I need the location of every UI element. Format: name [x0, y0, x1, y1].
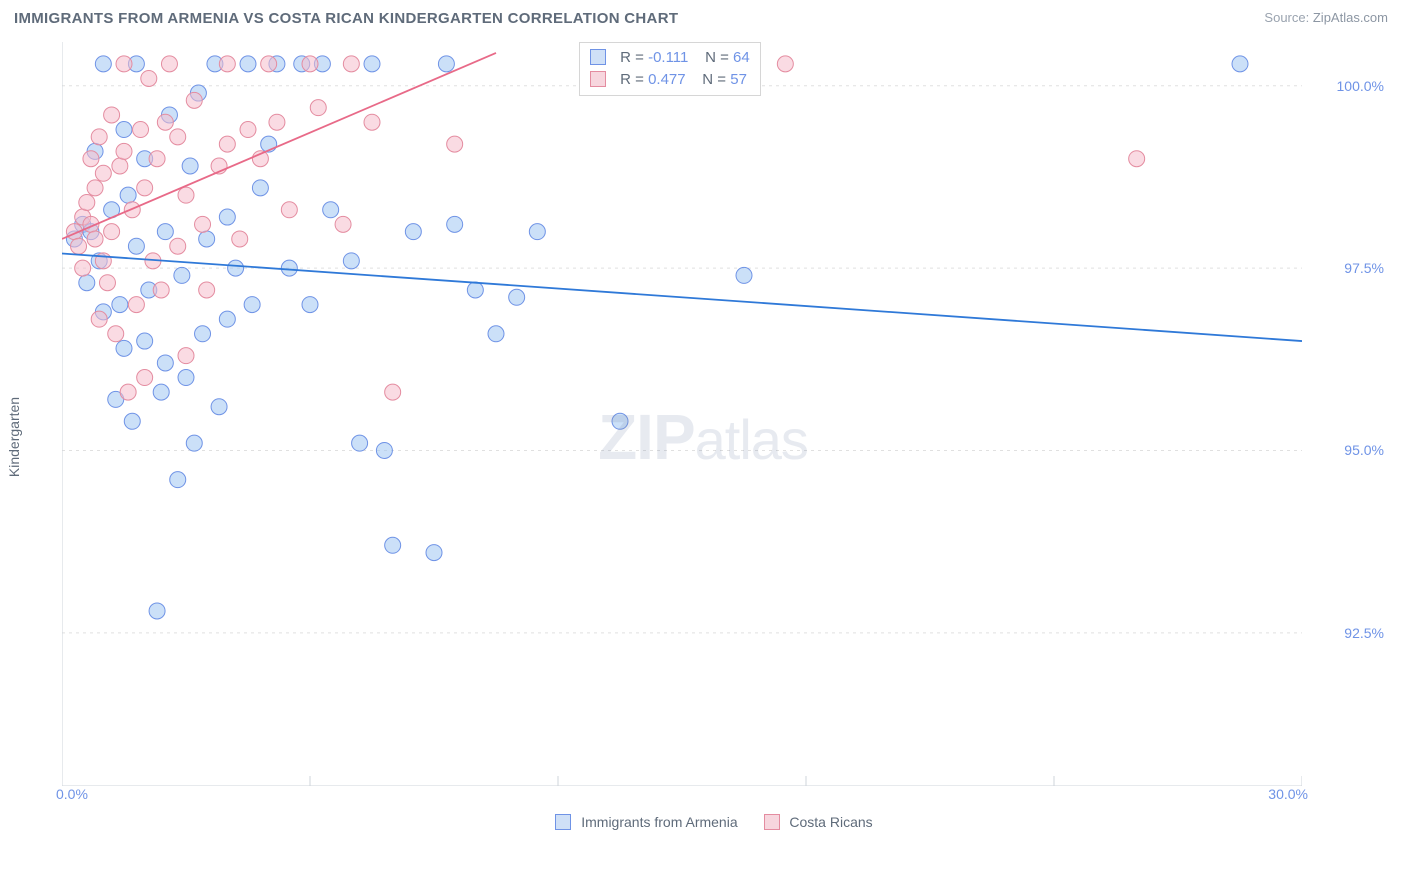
legend-label-costa-ricans: Costa Ricans [789, 814, 872, 830]
scatter-chart [62, 42, 1302, 786]
ytick-label: 95.0% [1344, 442, 1384, 458]
xtick-max: 30.0% [1268, 786, 1308, 802]
ytick-label: 100.0% [1337, 78, 1384, 94]
legend-label-armenia: Immigrants from Armenia [581, 814, 737, 830]
y-axis-label: Kindergarten [6, 397, 22, 477]
legend-top-swatch-armenia [590, 49, 606, 65]
legend-top-row-costa-ricans: R = 0.477 N = 57 [590, 69, 750, 91]
legend-top-row-armenia: R = -0.111 N = 64 [590, 47, 750, 69]
legend-top: R = -0.111 N = 64 R = 0.477 N = 57 [579, 42, 761, 96]
ytick-label: 97.5% [1344, 260, 1384, 276]
legend-swatch-armenia [555, 814, 571, 830]
x-axis-ticks: 0.0% 30.0% [62, 786, 1302, 806]
plot-area: Kindergarten ZIPatlas 92.5%95.0%97.5%100… [14, 42, 1392, 832]
source-link[interactable]: ZipAtlas.com [1313, 10, 1388, 25]
legend-top-swatch-costa-ricans [590, 71, 606, 87]
legend-bottom: Immigrants from Armenia Costa Ricans [14, 814, 1392, 830]
xtick-min: 0.0% [56, 786, 88, 802]
ytick-label: 92.5% [1344, 625, 1384, 641]
source-label: Source: ZipAtlas.com [1264, 10, 1388, 25]
legend-swatch-costa-ricans [764, 814, 780, 830]
chart-title: IMMIGRANTS FROM ARMENIA VS COSTA RICAN K… [14, 10, 678, 27]
